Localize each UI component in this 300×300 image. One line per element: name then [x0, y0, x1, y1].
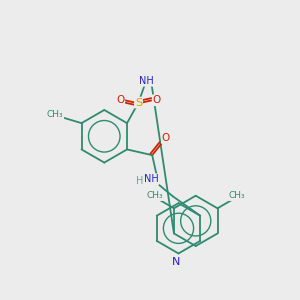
Text: S: S [135, 98, 142, 108]
Text: CH₃: CH₃ [47, 110, 63, 119]
Text: O: O [116, 95, 124, 105]
Text: H: H [136, 176, 143, 186]
Text: CH₃: CH₃ [229, 191, 245, 200]
Text: NH: NH [144, 174, 158, 184]
Text: N: N [172, 257, 180, 267]
Text: CH₃: CH₃ [146, 191, 163, 200]
Text: O: O [162, 133, 170, 143]
Text: O: O [153, 95, 161, 105]
Text: NH: NH [139, 76, 154, 86]
